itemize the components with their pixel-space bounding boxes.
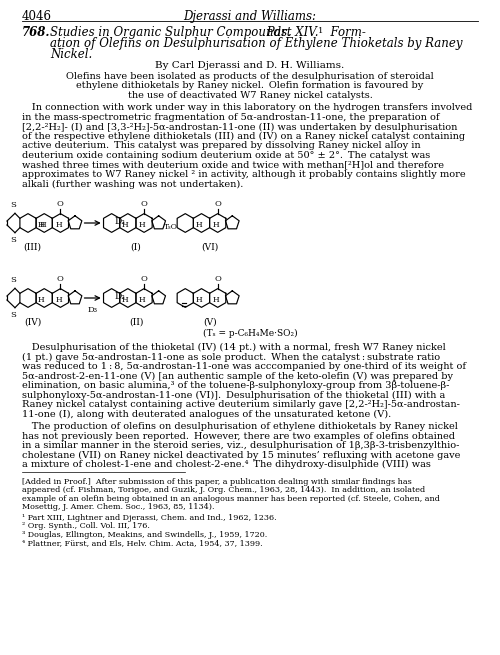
Text: active deuterium. This catalyst was prepared by dissolving Raney nickel alloy in: active deuterium. This catalyst was prep…: [22, 141, 420, 151]
Text: 11-one (I), along with deuterated analogues of the unsaturated ketone (V).: 11-one (I), along with deuterated analog…: [22, 410, 391, 419]
Text: D₃: D₃: [88, 306, 98, 314]
Text: S: S: [10, 310, 16, 319]
Text: Studies in Organic Sulphur Compounds.: Studies in Organic Sulphur Compounds.: [50, 26, 291, 39]
Text: ation of Olefins on Desulphurisation of Ethylene Thioketals by Raney: ation of Olefins on Desulphurisation of …: [50, 37, 463, 50]
Text: (V): (V): [203, 318, 216, 326]
Text: in a similar manner in the steroid series, viz., desulphurisation of 1β,3β-3-tri: in a similar manner in the steroid serie…: [22, 441, 460, 451]
Text: D₂: D₂: [114, 291, 125, 301]
Text: example of an olefin being obtained in an analogous manner has been reported (cf: example of an olefin being obtained in a…: [22, 495, 440, 503]
Text: of the respective ethylene dithioketals (III) and (IV) on a Raney nickel catalys: of the respective ethylene dithioketals …: [22, 132, 465, 141]
Text: O: O: [57, 200, 64, 208]
Text: H: H: [38, 221, 44, 229]
Text: O: O: [140, 200, 147, 208]
Text: (III): (III): [24, 242, 42, 252]
Text: H: H: [212, 221, 219, 229]
Text: H: H: [55, 221, 62, 229]
Text: S: S: [10, 201, 16, 210]
Text: (II): (II): [129, 318, 143, 326]
Text: Djerassi and Williams:: Djerassi and Williams:: [184, 10, 316, 23]
Text: S: S: [10, 276, 16, 284]
Text: in the mass-spectrometric fragmentation of 5α-androstan-11-one, the preparation : in the mass-spectrometric fragmentation …: [22, 113, 440, 122]
Text: approximates to W7 Raney nickel ² in activity, although it probably contains sli: approximates to W7 Raney nickel ² in act…: [22, 170, 466, 179]
Text: H: H: [212, 296, 219, 304]
Text: H: H: [38, 296, 44, 304]
Text: Form-: Form-: [323, 26, 366, 39]
Text: O: O: [214, 274, 221, 282]
Text: [2,2-²H₂]- (I) and [3,3-²H₂]-5α-androstan-11-one (II) was undertaken by desulphu: [2,2-²H₂]- (I) and [3,3-²H₂]-5α-androsta…: [22, 122, 458, 132]
Text: (VI): (VI): [201, 242, 218, 252]
Text: elimination, on basic alumina,³ of the toluene-β-sulphonyloxy-group from 3β-tolu: elimination, on basic alumina,³ of the t…: [22, 381, 450, 390]
Text: Desulphurisation of the thioketal (IV) (14 pt.) with a normal, fresh W7 Raney ni: Desulphurisation of the thioketal (IV) (…: [22, 343, 446, 352]
Text: By Carl Djerassi and D. H. Williams.: By Carl Djerassi and D. H. Williams.: [156, 61, 344, 70]
Text: 1: 1: [318, 27, 324, 35]
Text: Raney nickel catalyst containing active deuterium similarly gave [2,2-²H₂]-5α-an: Raney nickel catalyst containing active …: [22, 400, 460, 409]
Text: H: H: [122, 221, 128, 229]
Text: [Added in Proof.]  After submission of this paper, a publication dealing with si: [Added in Proof.] After submission of th…: [22, 478, 412, 486]
Text: ³ Douglas, Ellington, Meakins, and Swindells, J., 1959, 1720.: ³ Douglas, Ellington, Meakins, and Swind…: [22, 531, 267, 539]
Text: Olefins have been isolated as products of the desulphurisation of steroidal: Olefins have been isolated as products o…: [66, 72, 434, 81]
Text: cholestane (VII) on Raney nickel deactivated by 15 minutes’ refluxing with aceto: cholestane (VII) on Raney nickel deactiv…: [22, 451, 460, 460]
Text: ⁴ Plattner, Fürst, and Els, Helv. Chim. Acta, 1954, 37, 1399.: ⁴ Plattner, Fürst, and Els, Helv. Chim. …: [22, 539, 262, 548]
Text: H: H: [196, 221, 202, 229]
Text: alkali (further washing was not undertaken).: alkali (further washing was not undertak…: [22, 179, 244, 189]
Text: ethylene dithioketals by Raney nickel. Olefin formation is favoured by: ethylene dithioketals by Raney nickel. O…: [76, 81, 424, 90]
Text: (1 pt.) gave 5α-androstan-11-one as sole product. When the catalyst : substrate : (1 pt.) gave 5α-androstan-11-one as sole…: [22, 353, 440, 362]
Text: was reduced to 1 : 8, 5α-androstan-11-one was acccompanied by one-third of its w: was reduced to 1 : 8, 5α-androstan-11-on…: [22, 362, 466, 371]
Text: washed three times with deuterium oxide and twice with methan[²H]ol and therefor: washed three times with deuterium oxide …: [22, 160, 444, 170]
Text: TₛO: TₛO: [164, 223, 177, 231]
Text: O: O: [140, 274, 147, 282]
Text: deuterium oxide containing sodium deuterium oxide at 50° ± 2°. The catalyst was: deuterium oxide containing sodium deuter…: [22, 151, 430, 160]
Text: H: H: [39, 221, 46, 229]
Text: ¹ Part XIII, Lightner and Djerassi, Chem. and Ind., 1962, 1236.: ¹ Part XIII, Lightner and Djerassi, Chem…: [22, 514, 276, 522]
Text: sulphonyloxy-5α-androstan-11-one (VI)]. Desulphurisation of the thioketal (III) : sulphonyloxy-5α-androstan-11-one (VI)]. …: [22, 391, 446, 400]
Text: (Tₛ = p-C₆H₄Me·SO₂): (Tₛ = p-C₆H₄Me·SO₂): [202, 329, 298, 339]
Text: The production of olefins on desulphurisation of ethylene dithioketals by Raney : The production of olefins on desulphuris…: [22, 422, 458, 432]
Text: ² Org. Synth., Coll. Vol. III, 176.: ² Org. Synth., Coll. Vol. III, 176.: [22, 522, 150, 531]
Text: S: S: [10, 236, 16, 244]
Text: O: O: [214, 200, 221, 208]
Text: (IV): (IV): [24, 318, 42, 326]
Text: 4046: 4046: [22, 10, 52, 23]
Text: the use of deactivated W7 Raney nickel catalysts.: the use of deactivated W7 Raney nickel c…: [128, 91, 372, 100]
Text: H: H: [122, 296, 128, 304]
Text: Part XIV.: Part XIV.: [263, 26, 318, 39]
Text: has not previously been reported. However, there are two examples of olefins obt: has not previously been reported. Howeve…: [22, 432, 455, 441]
Text: H: H: [196, 296, 202, 304]
Text: 768.: 768.: [22, 26, 50, 39]
Text: H: H: [139, 221, 145, 229]
Text: appeared (cf. Fishman, Torigoe, and Guzik, J. Org. Chem., 1963, 28, 1443).  In a: appeared (cf. Fishman, Torigoe, and Guzi…: [22, 487, 425, 495]
Text: Mosettig, J. Amer. Chem. Soc., 1963, 85, 1134).: Mosettig, J. Amer. Chem. Soc., 1963, 85,…: [22, 503, 214, 512]
Text: 5α-androst-2-en-11-one (V) [an authentic sample of the keto-olefin (V) was prepa: 5α-androst-2-en-11-one (V) [an authentic…: [22, 372, 453, 381]
Text: a mixture of cholest-1-ene and cholest-2-ene.⁴ The dihydroxy-disulphide (VIII) w: a mixture of cholest-1-ene and cholest-2…: [22, 460, 431, 470]
Text: H: H: [139, 296, 145, 304]
Text: (I): (I): [130, 242, 141, 252]
Text: Nickel.: Nickel.: [50, 48, 92, 61]
Text: H: H: [55, 296, 62, 304]
Text: O: O: [57, 274, 64, 282]
Text: D₂: D₂: [114, 217, 125, 225]
Text: In connection with work under way in this laboratory on the hydrogen transfers i: In connection with work under way in thi…: [22, 103, 472, 113]
